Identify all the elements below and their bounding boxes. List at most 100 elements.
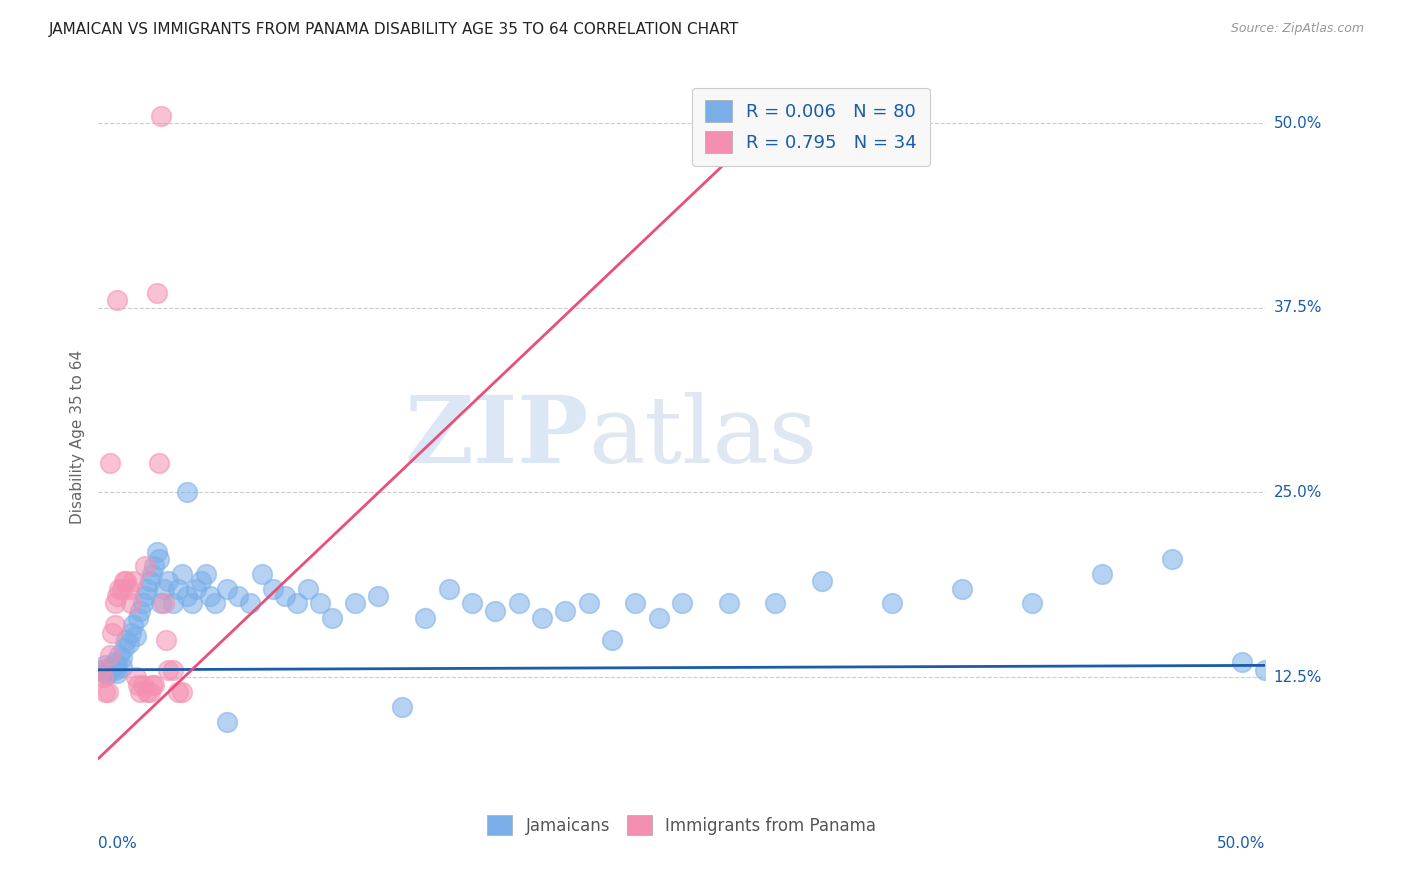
Text: atlas: atlas [589,392,818,482]
Point [90,663,112,677]
Point [413,611,436,625]
Y-axis label: Disability Age 35 to 64: Disability Age 35 to 64 [69,350,84,524]
Point [200,589,222,603]
Point [101,661,124,675]
Point [118,582,141,596]
Point [155,633,177,648]
Point [274,589,297,603]
Point [204,596,226,610]
Point [112,574,135,589]
Point [108,582,131,596]
Point [1254,663,1277,677]
Point [367,589,389,603]
Point [484,604,506,618]
Point [115,574,138,589]
Point [105,293,128,308]
Point [157,663,180,677]
Point [129,685,152,699]
Point [186,582,208,596]
Point [194,566,217,581]
Point [105,665,128,680]
Point [647,611,669,625]
Point [136,582,159,596]
Point [129,604,152,618]
Legend: Jamaicans, Immigrants from Panama: Jamaicans, Immigrants from Panama [481,808,883,842]
Point [321,611,343,625]
Point [297,582,319,596]
Point [120,596,142,610]
Point [98,660,121,674]
Point [148,552,170,566]
Point [150,596,173,610]
Point [950,582,973,596]
Point [127,677,149,691]
Point [122,574,145,589]
Point [104,618,127,632]
Point [239,596,262,610]
Point [111,651,134,665]
Point [134,589,156,603]
Point [98,456,121,470]
Point [811,574,834,589]
Point [120,625,142,640]
Point [127,611,149,625]
Point [105,589,128,603]
Point [146,544,169,558]
Point [118,636,141,650]
Point [671,596,693,610]
Point [111,660,134,674]
Point [166,582,188,596]
Point [122,618,145,632]
Point [104,663,127,677]
Point [125,629,148,643]
Point [578,596,600,610]
Text: 50.0%: 50.0% [1274,116,1322,130]
Point [94,685,117,699]
Point [108,648,131,662]
Point [344,596,367,610]
Point [176,485,198,500]
Point [166,685,188,699]
Point [97,667,120,681]
Point [91,670,114,684]
Point [150,109,173,123]
Point [215,714,238,729]
Point [717,596,740,610]
Point [228,589,250,603]
Point [136,685,159,699]
Point [176,589,198,603]
Point [880,596,903,610]
Point [139,574,162,589]
Point [624,596,647,610]
Point [148,456,170,470]
Point [1021,596,1043,610]
Point [1230,656,1253,670]
Point [530,611,553,625]
Point [600,633,623,648]
Point [152,582,174,596]
Point [143,559,166,574]
Point [508,596,530,610]
Point [172,685,194,699]
Point [97,685,120,699]
Text: 0.0%: 0.0% [98,836,138,851]
Point [125,670,148,684]
Point [111,582,134,596]
Point [172,566,194,581]
Point [215,582,238,596]
Point [91,665,114,680]
Point [112,640,135,655]
Point [139,685,162,699]
Point [141,677,163,691]
Text: 25.0%: 25.0% [1274,485,1322,500]
Point [105,658,128,673]
Point [285,596,308,610]
Point [461,596,484,610]
Point [437,582,460,596]
Point [250,566,273,581]
Point [101,625,124,640]
Point [763,596,786,610]
Point [141,566,163,581]
Point [98,665,121,679]
Point [190,574,212,589]
